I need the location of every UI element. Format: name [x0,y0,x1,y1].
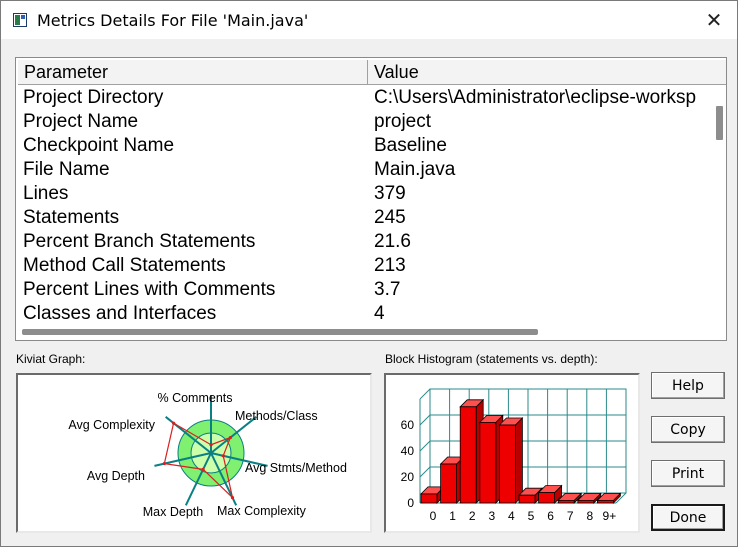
kiviat-axis-label: % Comments [157,391,232,405]
table-row[interactable]: Percent Lines with Comments 3.7 [18,278,716,302]
value-cell: Baseline [374,135,447,156]
parameter-cell: Percent Lines with Comments [23,279,276,300]
title-bar[interactable]: Metrics Details For File 'Main.java' ✕ [1,1,737,39]
histogram-x-tick-label: 9+ [603,509,617,523]
value-cell: 213 [374,255,406,276]
value-cell: C:\Users\Administrator\eclipse-worksp [374,87,697,108]
table-row[interactable]: Statements 245 [18,206,716,230]
kiviat-point [230,495,235,500]
value-cell: 379 [374,183,406,204]
histogram-x-tick-label: 8 [586,509,593,523]
kiviat-point [171,421,176,425]
table-row[interactable]: Checkpoint Name Baseline [18,134,716,158]
histogram-x-tick-label: 4 [508,509,515,523]
horizontal-scroll-thumb[interactable] [22,329,538,335]
histogram-bar [537,484,563,504]
value-cell: 245 [374,207,406,228]
kiviat-profile [163,422,234,500]
kiviat-axis-label: Methods/Class [235,409,318,423]
value-cell: project [374,111,432,132]
metrics-table[interactable]: Parameter Value Project Directory C:\User… [15,57,727,341]
column-header-value[interactable]: Value [374,62,419,82]
kiviat-axis-label: Avg Stmts/Method [245,461,347,475]
value-cell: Main.java [374,159,456,180]
copy-button[interactable]: Copy [651,416,725,443]
help-button[interactable]: Help [651,372,725,399]
parameter-cell: Project Name [23,111,139,132]
parameter-cell: File Name [23,159,110,180]
histogram-bar [518,487,543,504]
table-row[interactable]: Project Directory C:\Users\Administrator\… [18,86,716,110]
histogram-label: Block Histogram (statements vs. depth): [385,352,598,366]
table-row[interactable]: Classes and Interfaces 4 [18,302,716,326]
histogram-y-tick-label: 40 [401,444,415,458]
window-title: Metrics Details For File 'Main.java' [37,11,309,30]
histogram-bar [498,417,524,504]
histogram-y-tick-label: 60 [401,418,415,432]
app-window-icon [13,13,27,27]
horizontal-scrollbar[interactable] [18,326,726,338]
histogram-bar [557,492,583,504]
kiviat-point [228,435,232,440]
block-histogram-panel: 0 20 40 60 0 1 2 3 4 5 6 7 8 9+ [384,373,640,533]
histogram-x-tick-label: 0 [430,509,437,523]
kiviat-point [209,443,213,447]
table-row[interactable]: Lines 379 [18,182,716,206]
print-button[interactable]: Print [651,460,725,487]
histogram-x-tick-label: 3 [488,509,495,523]
histogram-floor-edge [615,492,627,504]
histogram-x-tick-label: 7 [567,509,574,523]
kiviat-axis-spoke [210,452,268,467]
histogram-grid-line [419,388,431,400]
histogram-x-tick-label: 1 [449,509,456,523]
table-body: Project Directory C:\Users\Administrator\… [18,86,716,326]
parameter-cell: Statements [23,207,120,228]
histogram-bar [576,492,602,504]
table-row[interactable]: Project Name project [18,110,716,134]
value-cell: 21.6 [374,231,411,252]
histogram-grid-line [419,466,431,478]
table-row[interactable]: Percent Branch Statements 21.6 [18,230,716,254]
kiviat-point [201,467,205,471]
parameter-cell: Percent Branch Statements [23,231,256,252]
kiviat-axis-label: Max Complexity [217,504,307,518]
histogram-bar [596,492,622,504]
value-cell: 4 [374,303,385,324]
value-cell: 3.7 [374,279,401,300]
kiviat-axis-spoke [210,416,257,454]
table-row[interactable]: File Name Main.java [18,158,716,182]
histogram-x-tick-label: 5 [528,509,535,523]
kiviat-graph-panel: % Comments Methods/Class Avg Stmts/Method M… [16,373,372,533]
histogram-x-tick-label: 2 [469,509,476,523]
parameter-cell: Project Directory [23,87,164,108]
kiviat-axis-label: Avg Depth [87,469,145,483]
parameter-cell: Classes and Interfaces [23,303,217,324]
parameter-cell: Method Call Statements [23,255,226,276]
kiviat-axis-spoke [184,452,212,506]
kiviat-point [221,454,225,458]
histogram-y-tick-label: 20 [401,470,415,484]
vertical-scrollbar[interactable] [715,86,724,326]
histogram-grid-line [419,414,431,426]
done-button[interactable]: Done [651,504,725,531]
parameter-cell: Lines [23,183,69,204]
histogram-y-tick-label: 0 [407,496,414,510]
vertical-scroll-thumb[interactable] [716,106,723,140]
kiviat-axis-label: Avg Complexity [68,418,155,432]
table-header: Parameter Value [18,60,726,85]
parameter-cell: Checkpoint Name [23,135,175,156]
close-button[interactable]: ✕ [705,8,723,32]
table-row[interactable]: Method Call Statements 213 [18,254,716,278]
histogram-x-tick-label: 6 [547,509,554,523]
kiviat-graph-label: Kiviat Graph: [16,352,86,366]
column-header-parameter[interactable]: Parameter [18,60,368,84]
kiviat-point [162,462,166,466]
kiviat-axis-label: Max Depth [143,505,203,519]
histogram-grid-line [419,440,431,452]
